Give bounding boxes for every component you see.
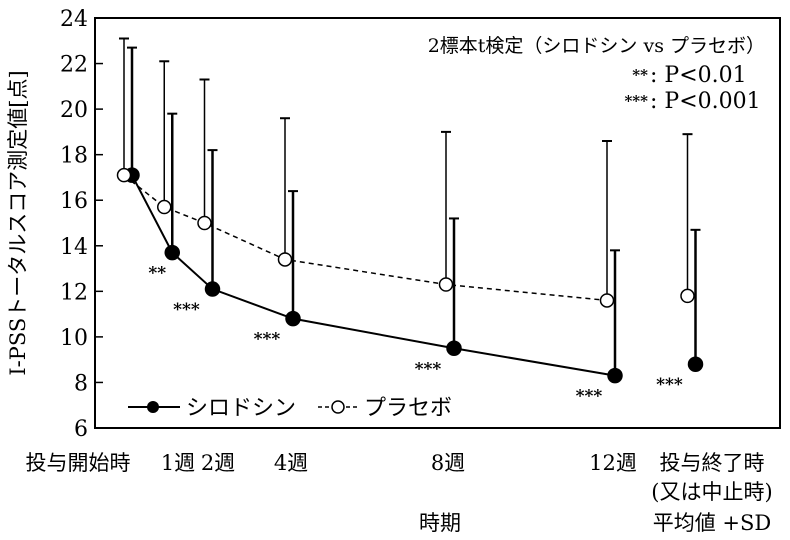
y-tick-label: 24 bbox=[60, 7, 88, 32]
point-placebo bbox=[197, 215, 212, 231]
significance-mark: ** bbox=[148, 264, 166, 284]
y-tick-label: 20 bbox=[60, 98, 88, 123]
x-tick-label: 投与終了時 bbox=[660, 451, 765, 475]
legend: シロドシン プラセボ bbox=[128, 396, 452, 421]
point-placebo bbox=[157, 199, 172, 215]
point-silodosin bbox=[204, 281, 221, 297]
significance-mark: *** bbox=[173, 300, 200, 320]
annotation-mark-1: ** bbox=[632, 66, 648, 84]
x-tick-label: 4週 bbox=[274, 451, 308, 475]
point-silodosin bbox=[607, 367, 623, 384]
significance-mark: *** bbox=[576, 387, 603, 407]
stat-note: 平均値 +SD bbox=[653, 511, 772, 535]
point-silodosin bbox=[687, 356, 704, 372]
series-line-placebo bbox=[123, 174, 608, 302]
y-tick-label: 6 bbox=[74, 417, 88, 442]
x-tick-label: 8週 bbox=[431, 451, 465, 475]
y-axis-label: I-PSSトータルスコア測定値[点] bbox=[6, 70, 30, 375]
y-tick-label: 8 bbox=[74, 371, 88, 396]
significance-mark: *** bbox=[254, 330, 281, 350]
series-line-silodosin bbox=[131, 174, 616, 377]
point-placebo bbox=[116, 167, 132, 183]
point-placebo bbox=[438, 277, 454, 292]
y-tick-label: 16 bbox=[60, 189, 88, 214]
x-tick-label: 投与開始時 bbox=[26, 451, 131, 475]
point-silodosin bbox=[164, 244, 180, 261]
annotation-mark-2: *** bbox=[624, 92, 648, 110]
point-silodosin bbox=[446, 340, 462, 357]
point-placebo bbox=[277, 252, 293, 267]
legend-label-silodosin: シロドシン bbox=[186, 396, 296, 421]
legend-marker-silodosin bbox=[147, 401, 159, 413]
y-tick-label: 10 bbox=[60, 326, 88, 351]
significance-mark: *** bbox=[415, 359, 442, 379]
x-tick-label: 1週 bbox=[161, 451, 195, 475]
plot-frame bbox=[94, 17, 781, 429]
x-tick-sublabel: (又は中止時) bbox=[651, 480, 772, 504]
x-axis-label: 時期 bbox=[419, 511, 461, 535]
point-silodosin bbox=[285, 310, 301, 327]
annotation-text-2: : P<0.001 bbox=[650, 89, 761, 114]
y-tick-label: 14 bbox=[60, 235, 88, 260]
point-placebo bbox=[599, 293, 615, 308]
annotation-title: 2標本t検定（シロドシン vs プラセボ） bbox=[428, 35, 765, 57]
x-tick-label: 2週 bbox=[201, 451, 235, 475]
annotation-text-1: : P<0.01 bbox=[650, 63, 747, 88]
y-tick-label: 18 bbox=[60, 144, 88, 169]
legend-marker-placebo bbox=[331, 400, 345, 414]
x-tick-label: 12週 bbox=[589, 451, 637, 475]
point-placebo bbox=[680, 288, 695, 304]
y-tick-label: 22 bbox=[60, 53, 88, 78]
significance-mark: *** bbox=[656, 375, 683, 395]
y-tick-label: 12 bbox=[60, 280, 88, 305]
legend-label-placebo: プラセボ bbox=[364, 396, 452, 421]
